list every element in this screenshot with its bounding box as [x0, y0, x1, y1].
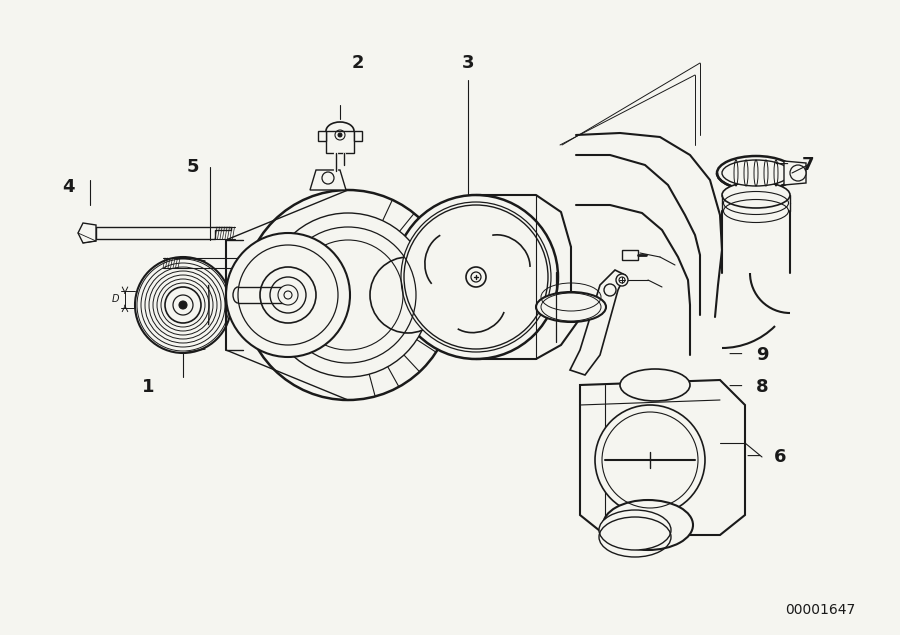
Circle shape [370, 257, 446, 333]
Ellipse shape [536, 292, 606, 322]
Text: 4: 4 [62, 178, 74, 196]
Polygon shape [570, 270, 625, 375]
Text: 6: 6 [774, 448, 787, 466]
Text: 00001647: 00001647 [785, 603, 855, 617]
Circle shape [179, 301, 187, 309]
Ellipse shape [722, 182, 790, 208]
Polygon shape [326, 131, 354, 153]
Polygon shape [96, 227, 231, 239]
Circle shape [173, 295, 193, 315]
Circle shape [266, 213, 430, 377]
Circle shape [401, 202, 551, 352]
Polygon shape [413, 250, 443, 275]
Text: 8: 8 [756, 378, 769, 396]
Ellipse shape [620, 369, 690, 401]
Circle shape [604, 284, 616, 296]
Circle shape [322, 172, 334, 184]
Ellipse shape [603, 500, 693, 550]
Circle shape [790, 165, 806, 181]
Polygon shape [622, 250, 638, 260]
Polygon shape [354, 131, 362, 141]
Polygon shape [784, 161, 806, 185]
Text: —: — [746, 450, 760, 464]
Text: —: — [728, 348, 742, 362]
Circle shape [226, 233, 350, 357]
Circle shape [338, 133, 342, 137]
Circle shape [394, 195, 558, 359]
Text: —: — [774, 158, 788, 172]
Text: —: — [728, 380, 742, 394]
Polygon shape [580, 380, 745, 535]
Polygon shape [78, 223, 96, 243]
Ellipse shape [717, 156, 795, 190]
Text: 7: 7 [802, 156, 814, 174]
Text: D: D [112, 294, 119, 304]
Text: 5: 5 [187, 158, 199, 176]
Polygon shape [262, 254, 278, 272]
Circle shape [135, 257, 231, 353]
Text: 1: 1 [142, 378, 154, 396]
Ellipse shape [599, 510, 671, 550]
Circle shape [595, 405, 705, 515]
Polygon shape [310, 170, 346, 190]
Text: 9: 9 [756, 346, 769, 364]
Circle shape [165, 287, 201, 323]
Text: 2: 2 [352, 54, 365, 72]
Circle shape [616, 274, 628, 286]
Text: 3: 3 [462, 54, 474, 72]
Ellipse shape [722, 160, 790, 186]
Polygon shape [318, 131, 326, 141]
Circle shape [260, 267, 316, 323]
Circle shape [278, 285, 298, 305]
Circle shape [243, 190, 453, 400]
Circle shape [466, 267, 486, 287]
